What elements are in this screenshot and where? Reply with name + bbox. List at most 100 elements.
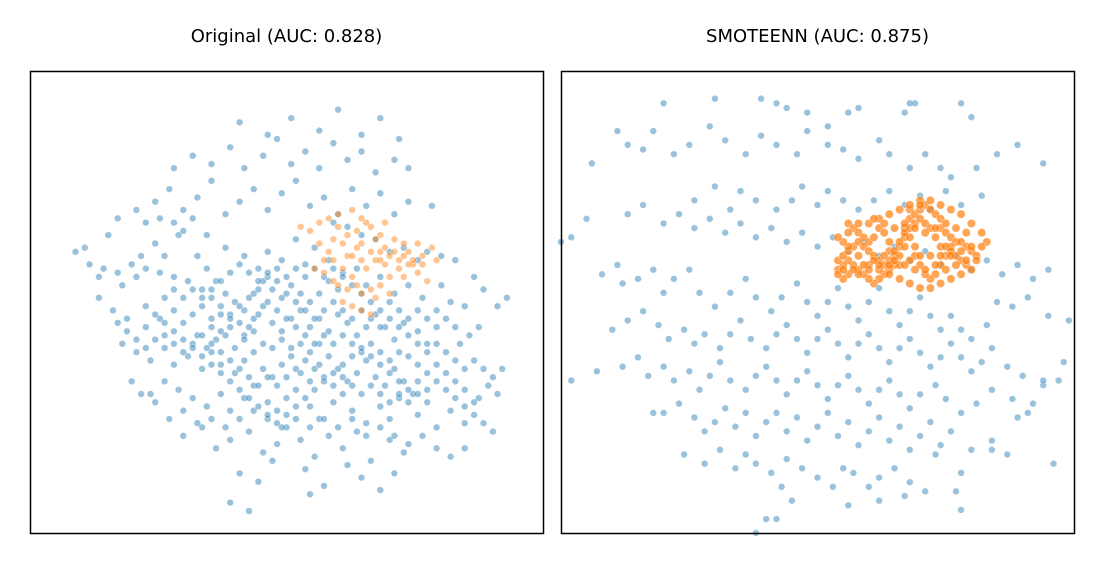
majority-point xyxy=(618,363,627,371)
majority-point xyxy=(386,398,394,406)
majority-point xyxy=(782,455,791,463)
majority-point xyxy=(644,372,652,380)
majority-point xyxy=(386,415,394,423)
majority-point xyxy=(240,356,249,365)
majority-point xyxy=(1003,363,1011,371)
majority-point xyxy=(414,377,422,386)
majority-point xyxy=(282,394,291,402)
minority-point xyxy=(900,260,910,270)
majority-point xyxy=(235,118,244,127)
majority-point xyxy=(461,444,469,452)
majority-point xyxy=(1024,409,1032,417)
minority-point xyxy=(357,289,366,298)
majority-point xyxy=(437,281,445,289)
minority-point xyxy=(296,223,305,231)
majority-point xyxy=(695,289,704,297)
majority-point xyxy=(113,269,122,277)
majority-point xyxy=(885,307,893,315)
majority-point xyxy=(189,394,197,402)
majority-point xyxy=(711,418,719,426)
majority-point xyxy=(339,269,347,277)
majority-point xyxy=(376,323,384,331)
majority-point xyxy=(479,285,488,294)
majority-point xyxy=(752,293,760,302)
majority-point xyxy=(278,361,286,369)
majority-point xyxy=(404,386,413,394)
minority-point xyxy=(353,244,361,252)
majority-point xyxy=(376,390,384,398)
minority-point xyxy=(376,248,384,256)
majority-point xyxy=(245,427,253,436)
majority-point xyxy=(212,444,220,452)
majority-point xyxy=(854,155,863,163)
majority-point xyxy=(207,340,216,348)
majority-point xyxy=(325,432,333,440)
majority-point xyxy=(142,302,150,310)
majority-point xyxy=(151,398,159,406)
majority-point xyxy=(395,135,403,143)
majority-point xyxy=(386,356,394,365)
majority-point xyxy=(844,372,852,380)
minority-point xyxy=(414,239,422,248)
majority-point xyxy=(957,326,965,334)
majority-point xyxy=(264,269,272,277)
majority-point xyxy=(957,201,965,209)
minority-point xyxy=(936,251,946,261)
majority-point xyxy=(849,469,858,477)
minority-point xyxy=(400,252,408,260)
majority-point xyxy=(282,315,291,323)
majority-point xyxy=(803,298,811,306)
majority-point xyxy=(146,356,155,365)
majority-point xyxy=(921,150,929,158)
majority-point xyxy=(142,323,150,331)
majority-point xyxy=(160,377,169,386)
scatter-panel-smoteenn xyxy=(557,94,1073,537)
majority-point xyxy=(376,402,384,411)
majority-point xyxy=(142,264,150,273)
majority-point xyxy=(235,386,244,394)
majority-point xyxy=(343,223,352,231)
majority-point xyxy=(1018,372,1027,380)
majority-point xyxy=(278,335,286,344)
minority-point xyxy=(376,281,384,289)
majority-point xyxy=(235,319,244,327)
majority-point xyxy=(306,402,314,411)
majority-point xyxy=(231,344,239,352)
majority-point xyxy=(404,164,413,172)
minority-point xyxy=(343,231,352,239)
majority-point xyxy=(404,398,413,406)
minority-point xyxy=(325,214,333,223)
minority-point xyxy=(833,232,843,242)
majority-point xyxy=(395,306,403,315)
majority-point xyxy=(598,270,606,278)
majority-point xyxy=(498,365,506,373)
majority-point xyxy=(931,450,940,459)
majority-point xyxy=(885,187,893,195)
majority-point xyxy=(503,294,511,302)
majority-point xyxy=(207,177,216,185)
minority-point xyxy=(951,223,961,233)
majority-point xyxy=(875,344,883,352)
majority-point xyxy=(875,413,883,422)
majority-point xyxy=(1044,266,1053,274)
minority-point xyxy=(930,232,940,242)
majority-point xyxy=(315,164,323,172)
majority-point xyxy=(325,352,333,360)
majority-point xyxy=(423,398,431,406)
majority-point xyxy=(170,306,178,315)
majority-point xyxy=(685,141,693,149)
majority-point xyxy=(967,446,976,454)
majority-point xyxy=(348,415,356,423)
majority-point xyxy=(296,340,305,348)
majority-point xyxy=(404,315,413,323)
majority-point xyxy=(829,483,837,491)
majority-point xyxy=(854,104,863,112)
majority-point xyxy=(446,298,455,306)
majority-point xyxy=(390,210,399,218)
majority-point xyxy=(273,407,281,415)
majority-point xyxy=(376,273,384,281)
majority-point xyxy=(320,415,328,423)
majority-point xyxy=(854,316,863,325)
majority-point xyxy=(250,289,258,298)
majority-point xyxy=(957,409,965,417)
